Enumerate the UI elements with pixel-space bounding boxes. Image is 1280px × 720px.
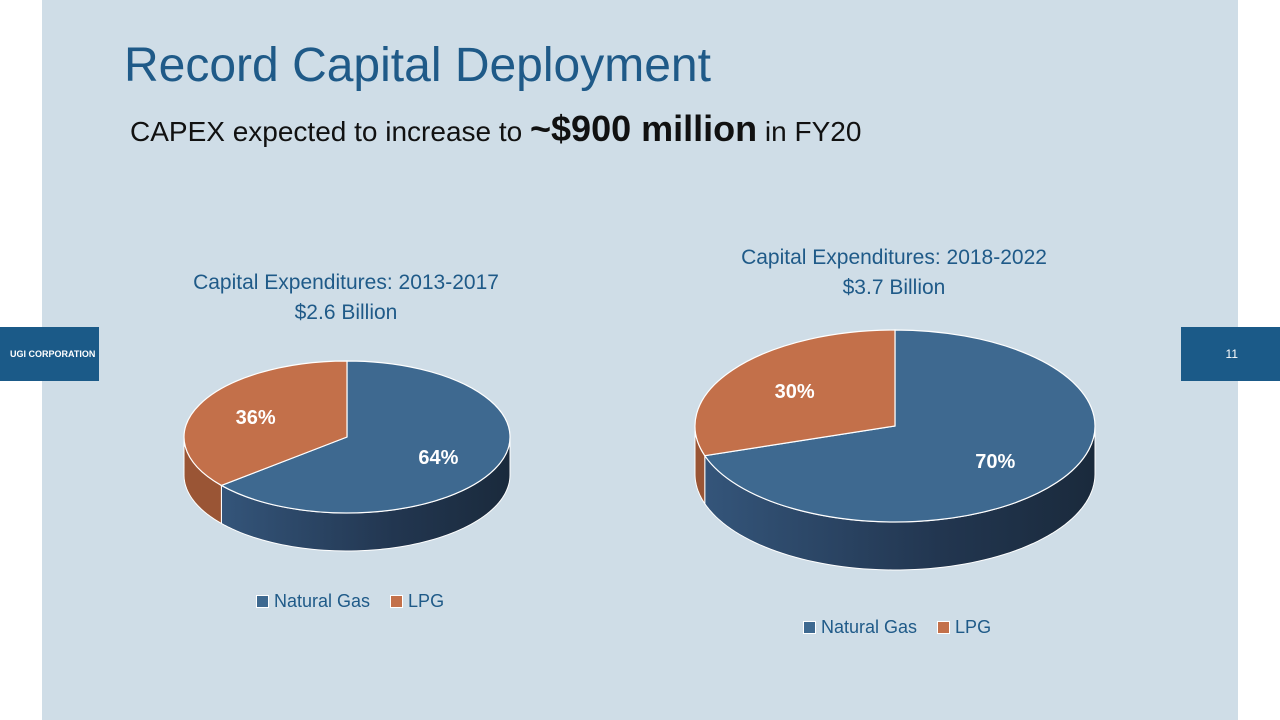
pie-2-label-lpg: 30% (775, 381, 815, 403)
legend-label-lpg: LPG (408, 591, 445, 611)
legend-entry-lpg: LPG (390, 591, 444, 612)
pie-chart-2: 70% 30% (694, 329, 1096, 571)
slide-title: Record Capital Deployment (124, 39, 711, 92)
subtitle-prefix: CAPEX expected to increase to (130, 116, 530, 147)
pie-1-label-lpg: 36% (236, 407, 276, 429)
subtitle-suffix: in FY20 (757, 116, 862, 147)
chart-2-heading: Capital Expenditures: 2018-2022 $3.7 Bil… (694, 243, 1094, 303)
slide-subtitle: CAPEX expected to increase to ~$900 mill… (130, 108, 861, 150)
pie-2-slice-natural-gas (703, 329, 1096, 523)
legend-entry-natural-gas: Natural Gas (256, 591, 370, 612)
chart-1-legend: Natural Gas LPG (256, 591, 444, 612)
legend-entry-lpg: LPG (937, 617, 991, 638)
legend-swatch-natural-gas (803, 621, 816, 634)
page-number-tab: 11 (1181, 327, 1280, 381)
chart-1-heading: Capital Expenditures: 2013-2017 $2.6 Bil… (146, 268, 546, 328)
legend-label-lpg: LPG (955, 617, 992, 637)
legend-swatch-lpg (390, 595, 404, 608)
legend-label-natural-gas: Natural Gas (821, 617, 918, 637)
legend-entry-natural-gas: Natural Gas (803, 617, 917, 638)
company-tab: UGI CORPORATION (0, 327, 99, 381)
chart-2-title: Capital Expenditures: 2018-2022 (741, 246, 1047, 269)
chart-1-subtitle: $2.6 Billion (294, 301, 398, 324)
pie-2-label-natural-gas: 70% (975, 451, 1015, 473)
company-name: UGI CORPORATION (10, 349, 96, 359)
page-number: 11 (1225, 347, 1238, 361)
pie-chart-1: 64% 36% (183, 360, 511, 552)
chart-2-subtitle: $3.7 Billion (842, 276, 946, 299)
pie-1-slice-lpg (183, 360, 348, 487)
subtitle-emphasis: ~$900 million (530, 108, 758, 149)
legend-swatch-natural-gas (256, 595, 269, 608)
legend-label-natural-gas: Natural Gas (274, 591, 371, 611)
chart-1-title: Capital Expenditures: 2013-2017 (193, 271, 499, 294)
chart-2-legend: Natural Gas LPG (803, 617, 991, 638)
pie-1-slice-natural-gas (220, 360, 511, 514)
pie-2-slice-lpg (694, 329, 896, 457)
legend-swatch-lpg (937, 621, 951, 634)
pie-1-label-natural-gas: 64% (418, 447, 458, 469)
